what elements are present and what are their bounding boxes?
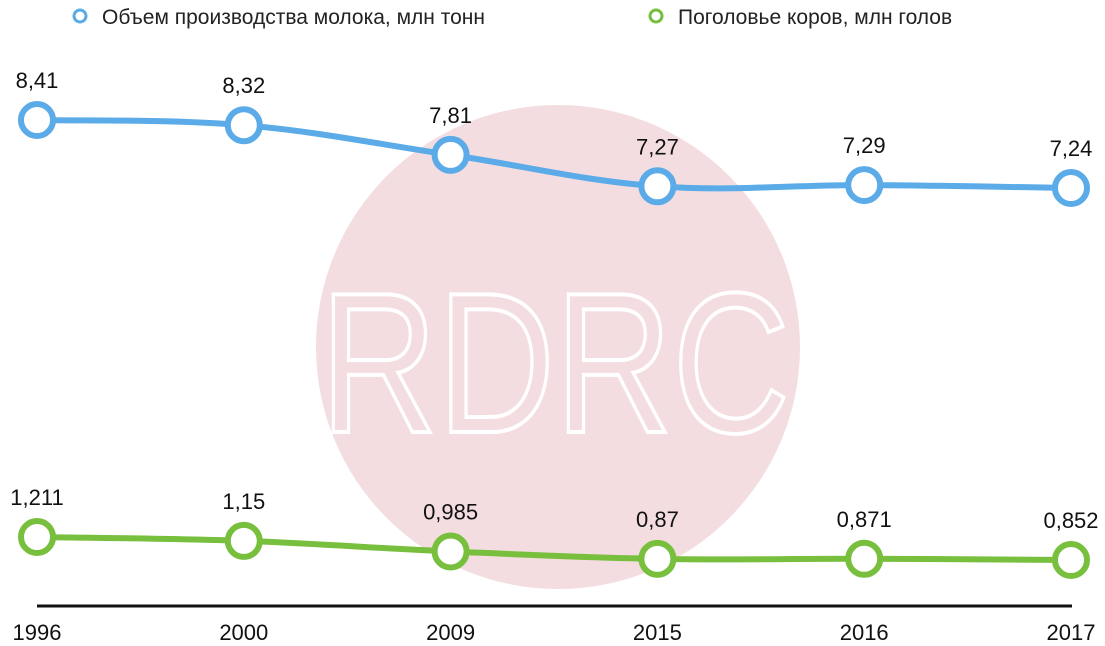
- data-point: [224, 106, 263, 145]
- series-line: [34, 534, 1074, 563]
- data-point: [431, 135, 470, 174]
- legend-label: Поголовье коров, млн голов: [678, 6, 952, 29]
- legend-marker-icon: [648, 8, 664, 24]
- data-label: 0,87: [636, 507, 679, 532]
- data-point: [1052, 169, 1090, 207]
- data-label: 7,27: [636, 134, 679, 159]
- plot-area: 8,41 8,32 7,81 7,27 7,29 7,24 1,211 1,15 0,985 0,…: [10, 68, 1099, 579]
- data-point: [638, 539, 677, 578]
- legend-item: Объем производства молока, млн тонн: [72, 6, 485, 29]
- data-label: 0,985: [423, 499, 478, 524]
- legend-marker-icon: [72, 8, 88, 24]
- data-label: 8,41: [16, 68, 59, 93]
- data-point: [18, 518, 56, 556]
- data-label: 7,29: [843, 133, 886, 158]
- x-tick-label: 2017: [1047, 620, 1096, 645]
- series-1: 8,41 8,32 7,81 7,27 7,29 7,24: [16, 68, 1093, 207]
- legend-item: Поголовье коров, млн голов: [648, 6, 952, 29]
- data-label: 0,852: [1043, 508, 1098, 533]
- x-tick-label: 2009: [426, 620, 475, 645]
- data-point: [845, 539, 884, 578]
- data-label: 1,211: [10, 485, 63, 510]
- data-point: [18, 101, 56, 139]
- data-label: 7,24: [1050, 136, 1093, 161]
- x-axis-tick-labels: 1996 2000 2009 2015 2016 2017: [13, 620, 1096, 645]
- data-label: 1,15: [222, 489, 265, 514]
- watermark-text: RDRC: [320, 252, 790, 475]
- data-point: [845, 166, 884, 205]
- x-tick-label: 2000: [219, 620, 268, 645]
- legend: Объем производства молока, млн тонн Погол…: [72, 6, 952, 29]
- watermark-circle: [316, 105, 800, 589]
- data-point: [1052, 541, 1090, 579]
- x-tick-label: 2016: [840, 620, 889, 645]
- series-2: 1,211 1,15 0,985 0,87 0,871 0,852: [10, 485, 1099, 579]
- data-point: [431, 532, 470, 571]
- data-label: 0,871: [837, 507, 892, 532]
- watermark: RDRC: [316, 105, 800, 589]
- data-label: 8,32: [222, 73, 265, 98]
- data-label: 7,81: [429, 103, 472, 128]
- data-point: [638, 167, 677, 206]
- data-point: [224, 521, 263, 560]
- x-tick-label: 1996: [13, 620, 62, 645]
- legend-label: Объем производства молока, млн тонн: [102, 6, 485, 29]
- series-line: [34, 117, 1074, 192]
- x-tick-label: 2015: [633, 620, 682, 645]
